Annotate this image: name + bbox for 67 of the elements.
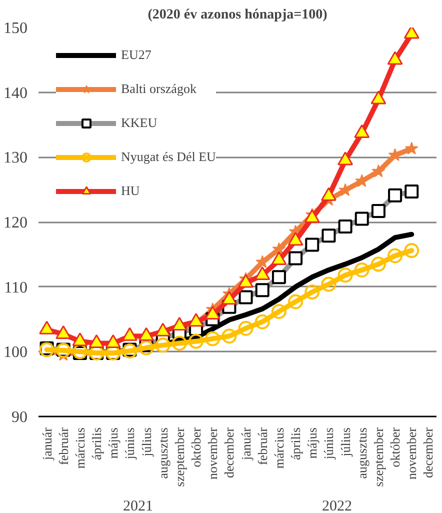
point — [138, 340, 154, 356]
x-tick-label: október — [188, 426, 204, 468]
point — [222, 328, 237, 344]
x-tick-label: április — [288, 427, 304, 460]
x-tick-label: július — [138, 427, 154, 458]
y-tick-label: 110 — [4, 279, 28, 296]
x-tick-label: február — [56, 426, 71, 466]
point — [271, 304, 286, 319]
point — [338, 183, 352, 196]
x-tick-label: augusztus — [354, 427, 370, 479]
point — [370, 90, 386, 104]
legend-label: KKEU — [121, 115, 158, 131]
legend-label: Balti országok — [121, 81, 196, 97]
x-tick-label: május — [304, 427, 320, 459]
point — [188, 334, 204, 349]
point — [338, 268, 353, 283]
x-tick-label: december — [420, 426, 436, 478]
x-tick-label: június — [122, 427, 138, 460]
x-tick-label: május — [106, 427, 121, 459]
x-tick-label: február — [254, 426, 270, 466]
point — [321, 276, 336, 292]
text: 2021 — [123, 498, 153, 513]
legend-label: EU27 — [121, 47, 152, 63]
x-tick-label: november — [205, 426, 220, 480]
x-tick-label: június — [321, 427, 336, 460]
y-tick-label: 90 — [12, 409, 28, 426]
point — [272, 242, 286, 255]
point — [404, 243, 420, 258]
point — [256, 255, 270, 268]
legend-label: Nyugat és Dél EU — [121, 149, 216, 165]
point — [304, 284, 320, 300]
x-tick-label: szeptember — [172, 426, 187, 487]
y-tick-label: 150 — [4, 20, 28, 37]
point — [404, 142, 418, 154]
y-tick-label: 100 — [4, 344, 28, 362]
x-tick-label: március — [271, 427, 286, 469]
point — [404, 28, 420, 39]
legend-label: HU — [121, 183, 141, 199]
point — [254, 314, 270, 330]
point — [238, 320, 254, 336]
point — [388, 248, 403, 264]
y-tick-label: 130 — [4, 150, 28, 167]
point — [354, 262, 370, 278]
point — [172, 336, 187, 351]
point — [205, 331, 220, 346]
x-tick-label: november — [404, 426, 420, 480]
point — [354, 124, 370, 138]
x-tick-label: augusztus — [155, 427, 170, 479]
x-tick-label: április — [89, 427, 104, 460]
point — [288, 294, 304, 310]
point — [320, 187, 336, 201]
y-tick-label: 140 — [4, 84, 28, 102]
y-tick-label: 120 — [4, 214, 28, 232]
x-tick-label: október — [388, 426, 403, 468]
point — [155, 338, 170, 353]
point — [370, 256, 386, 272]
x-tick-label: július — [338, 427, 353, 458]
x-tick-label: március — [72, 427, 88, 469]
point — [387, 51, 403, 65]
text: 2022 — [322, 498, 352, 513]
point — [338, 152, 354, 166]
point — [372, 164, 386, 178]
x-tick-label: szeptember — [370, 426, 386, 487]
x-tick-label: január — [238, 426, 254, 461]
x-tick-label: január — [39, 426, 54, 461]
x-tick-label: december — [222, 426, 237, 478]
chart-title: (2020 év azonos hónapja=100) — [148, 8, 328, 22]
